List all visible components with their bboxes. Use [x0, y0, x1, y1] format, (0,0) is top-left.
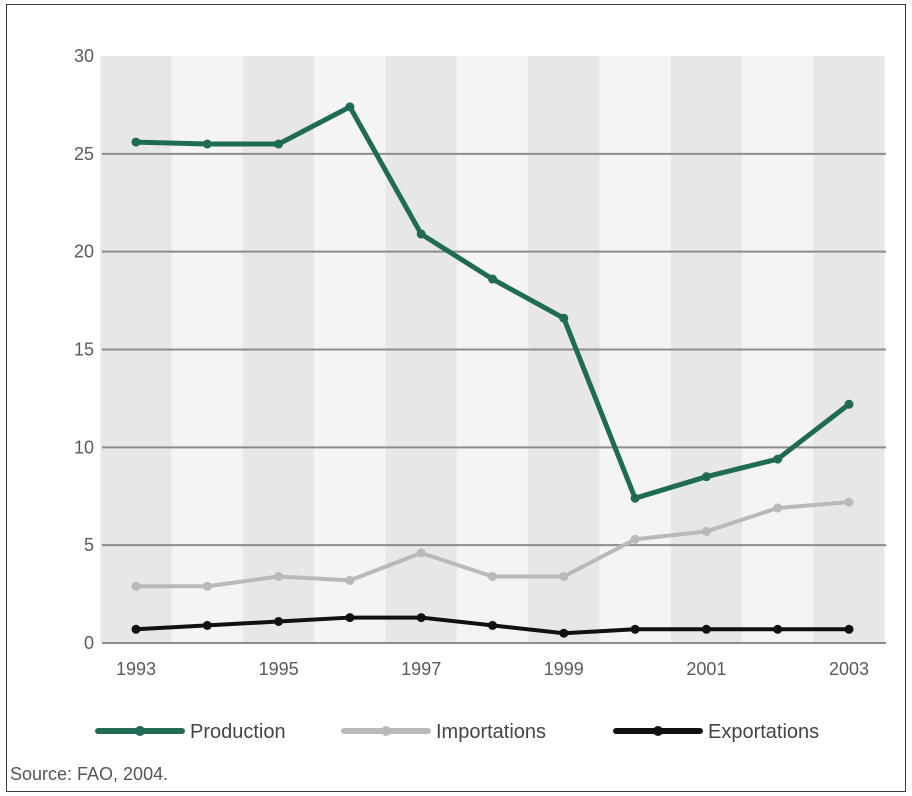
data-point-importations: [202, 581, 212, 591]
x-tick-label: 1995: [259, 659, 299, 679]
legend-marker-exportations: [653, 726, 663, 736]
legend-label-exportations: Exportations: [708, 721, 819, 743]
y-axis-ticks: 0 5 10 15 20 25 30: [74, 46, 94, 653]
y-tick-label: 15: [74, 340, 94, 360]
x-axis-ticks: 1993 1995 1997 1999 2001 2003: [116, 659, 869, 679]
data-point-exportations: [345, 613, 355, 623]
y-tick-label: 10: [74, 437, 94, 457]
data-point-production: [488, 274, 497, 284]
data-point-production: [274, 139, 284, 149]
source-note: Source: FAO, 2004.: [10, 764, 169, 784]
x-tick-label: 1993: [116, 659, 156, 679]
data-point-production: [630, 493, 640, 503]
series-lines: [131, 102, 854, 638]
data-point-importations: [773, 503, 783, 513]
data-point-production: [416, 229, 426, 239]
data-point-exportations: [131, 624, 141, 634]
data-point-production: [844, 399, 854, 409]
data-point-importations: [630, 534, 640, 544]
data-point-production: [131, 137, 141, 147]
gridlines: [102, 152, 886, 644]
data-point-production: [701, 472, 711, 482]
data-point-importations: [131, 581, 141, 591]
data-point-exportations: [274, 616, 284, 626]
y-tick-label: 25: [74, 144, 94, 164]
y-tick-label: 5: [84, 535, 94, 555]
legend-label-production: Production: [190, 721, 286, 743]
y-tick-label: 20: [74, 242, 94, 262]
data-point-importations: [274, 571, 284, 581]
y-tick-label: 0: [84, 633, 94, 653]
legend: Production Importations Exportations: [95, 721, 819, 743]
data-point-exportations: [844, 624, 854, 634]
x-tick-label: 2001: [686, 659, 726, 679]
data-point-production: [559, 313, 569, 323]
legend-marker-production: [135, 726, 145, 736]
x-tick-label: 1999: [544, 659, 584, 679]
legend-marker-importations: [381, 726, 391, 736]
data-point-exportations: [630, 624, 640, 634]
legend-label-importations: Importations: [436, 721, 546, 743]
data-point-importations: [345, 575, 355, 585]
data-point-production: [773, 454, 783, 464]
data-point-production: [345, 102, 355, 112]
data-point-production: [202, 139, 212, 149]
data-point-exportations: [559, 628, 569, 638]
data-point-importations: [844, 497, 854, 507]
data-point-exportations: [202, 620, 212, 630]
data-point-exportations: [773, 624, 783, 634]
data-point-exportations: [488, 620, 497, 630]
data-point-exportations: [701, 624, 711, 634]
x-tick-label: 1997: [401, 659, 441, 679]
y-tick-label: 30: [74, 46, 94, 66]
data-point-importations: [488, 571, 497, 581]
data-point-importations: [416, 548, 426, 558]
data-point-exportations: [416, 613, 426, 623]
x-tick-label: 2003: [829, 659, 869, 679]
data-point-importations: [559, 571, 569, 581]
data-point-importations: [701, 526, 711, 536]
